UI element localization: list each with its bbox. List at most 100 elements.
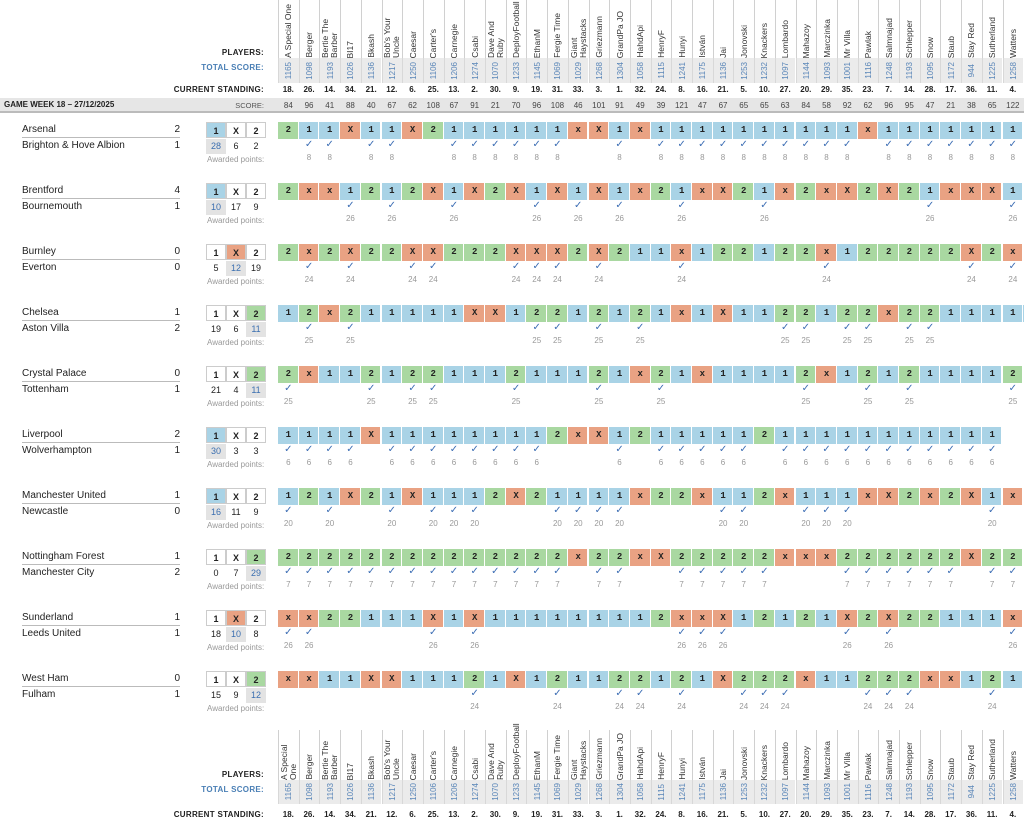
total-score-value: 1233 [512,783,522,801]
player-name-header[interactable]: Caesar [402,0,423,58]
player-name-header[interactable]: Bkash [360,730,382,780]
player-name-header[interactable]: Pawlak [857,0,879,58]
player-name-header[interactable]: Griezmann [588,0,610,58]
player-name-header[interactable]: EthanM [526,0,547,58]
player-name-header[interactable]: GrandPa JO [609,730,630,780]
player-name-header[interactable]: Lombardo [774,730,796,780]
player-name-header[interactable]: HenryF [650,730,672,780]
player-name-header[interactable]: HahdApi [629,730,651,780]
player-name-header[interactable]: Staub [940,0,961,58]
pick-cell [547,427,568,444]
player-name-header[interactable]: GrandPa JO [609,0,630,58]
player-name-header[interactable]: Csabi [464,0,485,58]
player-name-header[interactable]: Berger [298,730,320,780]
awarded-points: 7 [720,580,726,589]
player-name-header[interactable]: EthanM [526,730,547,780]
player-name-header[interactable]: Snow [919,730,941,780]
player-name-header[interactable]: Caesar [402,730,423,780]
home-team: Sunderland 1 [22,610,180,626]
player-name-header[interactable]: Mahazoy [795,730,817,780]
player-name-header[interactable]: Jonovski [733,0,754,58]
player-name-header[interactable]: Bertie The Barber [319,730,340,780]
player-name-header[interactable]: Hunyi [671,0,692,58]
player-name-header[interactable]: Mr Villa [836,730,858,780]
player-name-header[interactable]: István [692,730,713,780]
player-name-header[interactable]: Stay Red [961,730,982,780]
check-icon: ✓ [449,444,459,455]
player-name-header[interactable]: Berger [298,0,320,58]
player-name-header[interactable]: Mahazoy [795,0,817,58]
player-name-header[interactable]: Hunyi [671,730,692,780]
player-name-header[interactable]: Jai [712,0,734,58]
player-name-header[interactable]: Fergie Time [547,0,568,58]
current-standing-label: CURRENT STANDING: [173,85,264,94]
player-name-header[interactable]: Knackers [754,730,775,780]
awarded-points: 24 [677,275,687,284]
player-name-header[interactable]: Jai [712,730,734,780]
player-name-header[interactable]: Carnegie [443,0,465,58]
pick-cell [650,122,672,139]
player-name-header[interactable]: Carter's [422,0,444,58]
awarded-points: 25 [656,397,666,406]
player-name-header[interactable]: Lombardo [774,0,796,58]
player-name-header[interactable]: Marczinka [816,0,837,58]
player-name-header[interactable]: HahdApi [629,0,651,58]
player-name-header[interactable]: Dave And Ruby [485,0,506,58]
player-name-header[interactable]: Salmnajad [878,0,899,58]
awarded-points: 7 [700,580,705,589]
player-name-header[interactable]: Jonovski [733,730,754,780]
player-name-header[interactable]: A Special One [278,730,299,780]
player-name-header[interactable]: Stay Red [961,0,982,58]
player-name-header[interactable]: István [692,0,713,58]
player-name-header[interactable]: Bkash [360,0,382,58]
player-name-header[interactable]: DeployFootball [505,0,527,58]
player-name-header[interactable]: BI17 [340,730,361,780]
player-name-header[interactable]: Griezmann [588,730,610,780]
player-total-score: 1145 [526,780,548,804]
awarded-points: 7 [306,580,312,589]
player-name-header[interactable]: Snow [919,0,941,58]
player-name-header[interactable]: A Special One [278,0,299,58]
player-name-header[interactable]: Sutherland [981,730,1003,780]
player-name-header[interactable]: Pawlak [857,730,879,780]
pick-cell [899,488,920,505]
player-name-header[interactable]: Carter's [422,730,444,780]
player-name-header[interactable]: Fergie Time [547,730,568,780]
player-week-score: 84 [283,101,293,110]
player-name-header[interactable]: Giant Haystacks [567,0,589,58]
player-name-header[interactable]: Csabi [464,730,485,780]
total-score-label[interactable]: TOTAL SCORE: [201,63,264,72]
total-score-label[interactable]: TOTAL SCORE: [201,785,264,794]
awarded-points: 20 [822,519,831,528]
pick-cell [402,488,423,505]
player-name-header[interactable]: Dave And Ruby [485,730,506,780]
player-name-header[interactable]: DeployFootball [505,723,527,780]
player-name-header[interactable]: Marczinka [816,730,837,780]
player-name-header[interactable]: Watters [1002,730,1024,780]
pick-cell [629,549,651,566]
player-name-header[interactable]: Mr Villa [836,0,858,58]
pick-cell [443,305,465,322]
player-name-header[interactable]: Giant Haystacks [567,730,589,780]
player-name-header[interactable]: Schlepper [899,730,920,780]
player-name-header[interactable]: Staub [940,730,961,780]
player-standing: 10. [758,810,770,819]
player-name-header[interactable]: Bertie The Barber [319,0,340,58]
player-name-header[interactable]: BI17 [340,0,361,58]
check-icon: ✓ [677,627,686,638]
player-name-header[interactable]: Knackers [754,0,775,58]
pick-cell [816,366,837,383]
player-name-header[interactable]: Sutherland [981,0,1003,58]
player-name-header[interactable]: Salmnajad [878,730,899,780]
awarded-points: 6 [658,458,664,467]
player-name-header[interactable]: Bob's Your Uncle [381,0,403,58]
player-name-header[interactable]: HenryF [650,0,672,58]
player-name-header[interactable]: Schlepper [899,0,920,58]
pick-cell [422,122,444,139]
pick-cell [940,610,962,627]
player-name-header[interactable]: Watters [1002,0,1024,58]
outcome-X: X [226,549,246,565]
player-name-header[interactable]: Bob's Your Uncle [381,730,403,780]
player-name-header[interactable]: Carnegie [443,730,465,780]
check-icon: ✓ [925,200,935,211]
